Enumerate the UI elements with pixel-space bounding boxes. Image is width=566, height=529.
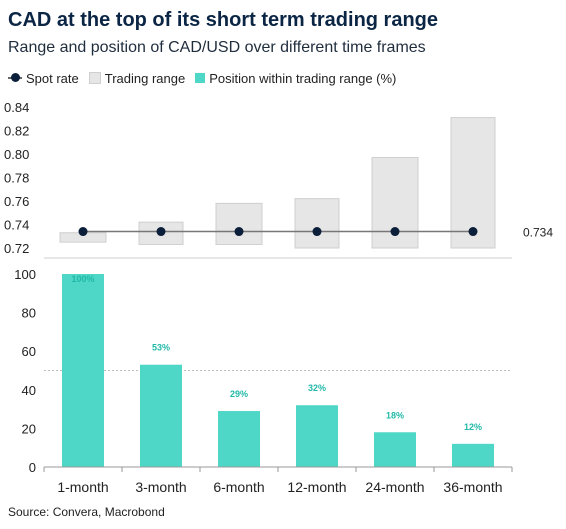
source-note: Source: Convera, Macrobond bbox=[8, 505, 165, 519]
legend-item-range: Trading range bbox=[88, 70, 186, 86]
position-data-label: 53% bbox=[152, 343, 170, 353]
x-category-label: 36-month bbox=[443, 479, 502, 495]
spot-rate-point bbox=[468, 227, 478, 237]
x-category-label: 12-month bbox=[287, 479, 346, 495]
position-bar bbox=[452, 443, 494, 467]
bottom-y-tick-label: 60 bbox=[22, 344, 36, 359]
legend: Spot rate Trading range Position within … bbox=[8, 69, 406, 87]
top-y-tick-label: 0.72 bbox=[4, 241, 29, 256]
legend-label-spot: Spot rate bbox=[26, 70, 79, 86]
position-data-label: 100% bbox=[71, 274, 94, 284]
position-swatch-icon bbox=[195, 73, 206, 83]
top-y-tick-label: 0.74 bbox=[4, 218, 29, 233]
bottom-y-tick-label: 20 bbox=[22, 421, 36, 436]
top-y-tick-label: 0.78 bbox=[4, 171, 29, 186]
position-bar bbox=[62, 274, 104, 467]
position-data-label: 29% bbox=[230, 389, 248, 399]
spot-marker-icon bbox=[8, 73, 22, 83]
bottom-y-tick-label: 0 bbox=[29, 460, 36, 475]
legend-label-position: Position within trading range (%) bbox=[209, 70, 397, 86]
position-bar bbox=[140, 364, 182, 467]
chart-title: CAD at the top of its short term trading… bbox=[8, 9, 439, 31]
position-data-label: 32% bbox=[308, 383, 326, 393]
trading-range-bar bbox=[215, 202, 263, 245]
position-data-label: 18% bbox=[386, 410, 404, 420]
x-category-label: 3-month bbox=[135, 479, 186, 495]
legend-item-spot: Spot rate bbox=[8, 71, 79, 86]
top-y-tick-label: 0.82 bbox=[4, 124, 29, 139]
chart-subtitle: Range and position of CAD/USD over diffe… bbox=[8, 39, 426, 56]
trading-range-bar bbox=[450, 117, 496, 249]
range-swatch-icon bbox=[88, 72, 101, 84]
top-y-tick-label: 0.80 bbox=[4, 147, 29, 162]
position-data-label: 12% bbox=[464, 422, 482, 432]
bottom-y-tick-label: 80 bbox=[22, 306, 36, 321]
x-category-label: 1-month bbox=[57, 479, 108, 495]
x-category-label: 24-month bbox=[365, 479, 424, 495]
x-category-label: 6-month bbox=[213, 479, 264, 495]
spot-rate-point bbox=[78, 227, 88, 237]
top-y-tick-label: 0.76 bbox=[4, 194, 29, 209]
bottom-y-tick-label: 40 bbox=[22, 383, 36, 398]
position-bar bbox=[296, 405, 338, 467]
legend-item-position: Position within trading range (%) bbox=[195, 71, 396, 86]
spot-rate-point bbox=[312, 227, 322, 237]
spot-rate-point bbox=[156, 227, 166, 237]
spot-rate-point bbox=[390, 227, 400, 237]
top-y-tick-label: 0.84 bbox=[4, 100, 29, 115]
trading-range-bar bbox=[294, 198, 340, 249]
spot-rate-point bbox=[234, 227, 244, 237]
bottom-y-tick-label: 100 bbox=[14, 267, 36, 282]
position-bar bbox=[218, 411, 260, 467]
spot-rate-label: 0.734 bbox=[523, 226, 553, 240]
position-bar bbox=[374, 432, 416, 467]
legend-label-range: Trading range bbox=[104, 70, 186, 86]
